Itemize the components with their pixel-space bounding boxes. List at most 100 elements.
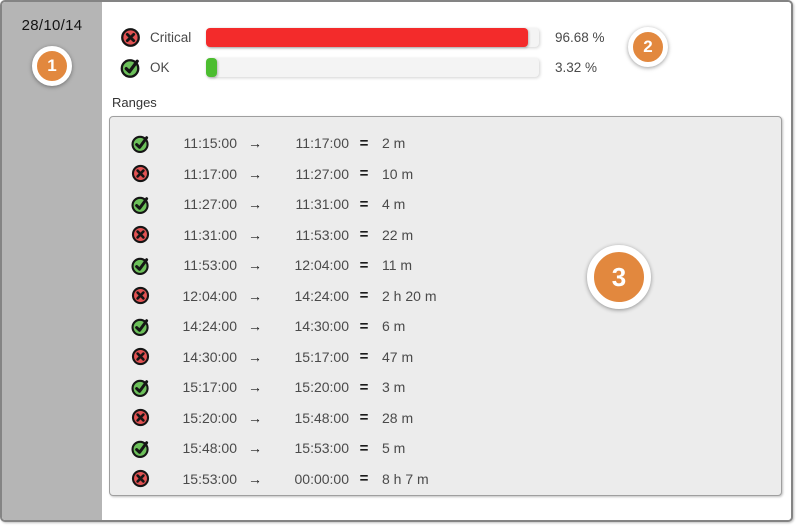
range-duration: 5 m xyxy=(382,440,406,457)
status-summary: Critical 96.68 % OK 3.32 % xyxy=(102,2,791,78)
percent-bar-fill xyxy=(206,57,218,77)
range-row: 11:17:00 → 11:27:00 = 10 m xyxy=(110,159,781,190)
annotation-badge-3: 3 xyxy=(587,245,651,309)
equals-sign: = xyxy=(359,287,369,305)
ranges-title: Ranges xyxy=(112,95,157,110)
range-end-time: 15:17:00 xyxy=(294,348,350,365)
range-start-time: 12:04:00 xyxy=(182,287,238,304)
percent-bar-track xyxy=(206,57,539,77)
main-panel: Critical 96.68 % OK 3.32 % Ranges xyxy=(102,2,791,520)
critical-status-icon xyxy=(130,407,151,428)
range-duration: 6 m xyxy=(382,318,406,335)
equals-sign: = xyxy=(359,134,369,152)
ok-status-icon xyxy=(119,56,142,79)
range-duration: 28 m xyxy=(382,409,414,426)
range-row: 14:24:00 → 14:30:00 = 6 m xyxy=(110,311,781,342)
range-row: 11:15:00 → 11:17:00 = 2 m xyxy=(110,128,781,159)
arrow-right-icon: → xyxy=(248,287,262,304)
equals-sign: = xyxy=(359,256,369,274)
critical-status-icon xyxy=(119,26,142,49)
arrow-right-icon: → xyxy=(248,379,262,396)
arrow-right-icon: → xyxy=(248,318,262,335)
range-row: 14:30:00 → 15:17:00 = 47 m xyxy=(110,342,781,373)
ok-status-icon xyxy=(130,194,151,215)
sidebar: 28/10/14 1 xyxy=(2,2,102,520)
range-end-time: 15:53:00 xyxy=(294,440,350,457)
ranges-panel: 11:15:00 → 11:17:00 = 2 m 11:17:00 → 11:… xyxy=(109,116,782,496)
range-end-time: 11:27:00 xyxy=(295,165,349,182)
range-duration: 22 m xyxy=(382,226,414,243)
equals-sign: = xyxy=(359,226,369,244)
range-start-time: 15:17:00 xyxy=(182,379,238,396)
range-duration: 11 m xyxy=(382,257,413,274)
annotation-badge-1: 1 xyxy=(32,46,72,86)
status-label: OK xyxy=(150,59,170,75)
equals-sign: = xyxy=(359,439,369,457)
range-start-time: 14:24:00 xyxy=(182,318,238,335)
range-row: 11:27:00 → 11:31:00 = 4 m xyxy=(110,189,781,220)
equals-sign: = xyxy=(359,195,369,213)
range-row: 15:20:00 → 15:48:00 = 28 m xyxy=(110,403,781,434)
arrow-right-icon: → xyxy=(248,348,262,365)
ok-status-icon xyxy=(130,255,151,276)
arrow-right-icon: → xyxy=(248,135,262,152)
arrow-right-icon: → xyxy=(248,257,262,274)
equals-sign: = xyxy=(359,409,369,427)
annotation-badge-2: 2 xyxy=(628,27,668,67)
equals-sign: = xyxy=(359,378,369,396)
range-duration: 4 m xyxy=(382,196,406,213)
range-row: 11:31:00 → 11:53:00 = 22 m xyxy=(110,220,781,251)
range-end-time: 12:04:00 xyxy=(294,257,350,274)
range-start-time: 11:15:00 xyxy=(183,135,237,152)
range-end-time: 11:31:00 xyxy=(295,196,349,213)
range-start-time: 11:31:00 xyxy=(183,226,237,243)
range-row: 11:53:00 → 12:04:00 = 11 m xyxy=(110,250,781,281)
status-summary-row: OK 3.32 % xyxy=(119,56,791,78)
range-end-time: 15:48:00 xyxy=(294,409,350,426)
arrow-right-icon: → xyxy=(248,409,262,426)
range-start-time: 15:53:00 xyxy=(182,470,238,487)
percent-bar-fill xyxy=(206,27,528,47)
range-start-time: 11:27:00 xyxy=(183,196,237,213)
range-end-time: 14:30:00 xyxy=(294,318,350,335)
range-start-time: 15:48:00 xyxy=(182,440,238,457)
arrow-right-icon: → xyxy=(248,440,262,457)
range-end-time: 14:24:00 xyxy=(294,287,350,304)
equals-sign: = xyxy=(359,165,369,183)
range-row: 15:48:00 → 15:53:00 = 5 m xyxy=(110,433,781,464)
range-duration: 8 h 7 m xyxy=(382,470,429,487)
range-end-time: 11:17:00 xyxy=(295,135,349,152)
range-duration: 10 m xyxy=(382,165,414,182)
ok-status-icon xyxy=(130,438,151,459)
status-summary-row: Critical 96.68 % xyxy=(119,26,791,48)
range-duration: 2 m xyxy=(382,135,406,152)
arrow-right-icon: → xyxy=(248,470,262,487)
range-start-time: 14:30:00 xyxy=(182,348,238,365)
status-label: Critical xyxy=(150,29,192,45)
range-start-time: 11:17:00 xyxy=(183,165,237,182)
range-row: 12:04:00 → 14:24:00 = 2 h 20 m xyxy=(110,281,781,312)
arrow-right-icon: → xyxy=(248,226,262,243)
range-row: 15:53:00 → 00:00:00 = 8 h 7 m xyxy=(110,464,781,495)
range-duration: 3 m xyxy=(382,379,406,396)
range-row: 15:17:00 → 15:20:00 = 3 m xyxy=(110,372,781,403)
range-start-time: 11:53:00 xyxy=(183,257,237,274)
range-duration: 47 m xyxy=(382,348,414,365)
critical-status-icon xyxy=(130,163,151,184)
percent-value: 96.68 % xyxy=(555,29,605,45)
critical-status-icon xyxy=(130,285,151,306)
range-end-time: 00:00:00 xyxy=(294,470,350,487)
ok-status-icon xyxy=(130,316,151,337)
critical-status-icon xyxy=(130,468,151,489)
range-end-time: 15:20:00 xyxy=(294,379,350,396)
arrow-right-icon: → xyxy=(248,165,262,182)
arrow-right-icon: → xyxy=(248,196,262,213)
percent-value: 3.32 % xyxy=(555,59,598,75)
range-start-time: 15:20:00 xyxy=(182,409,238,426)
ok-status-icon xyxy=(130,377,151,398)
report-date: 28/10/14 xyxy=(21,17,83,34)
critical-status-icon xyxy=(130,346,151,367)
equals-sign: = xyxy=(359,470,369,488)
range-duration: 2 h 20 m xyxy=(382,287,437,304)
